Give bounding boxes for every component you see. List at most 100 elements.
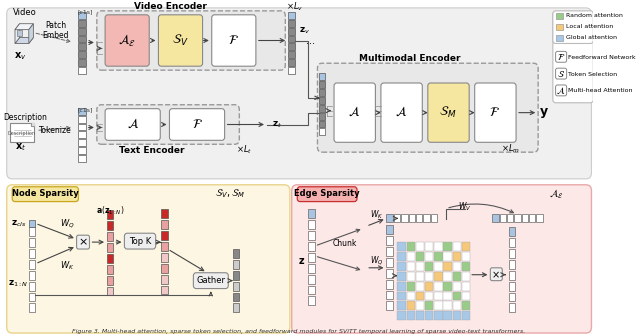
Text: $\times$: $\times$ [78, 237, 88, 247]
Bar [425, 282, 433, 290]
FancyBboxPatch shape [105, 109, 160, 140]
Bar [387, 236, 393, 245]
Bar [408, 214, 415, 222]
FancyBboxPatch shape [553, 11, 593, 44]
Bar [288, 20, 296, 27]
Bar [435, 252, 442, 261]
Bar [406, 242, 415, 251]
FancyBboxPatch shape [170, 109, 225, 140]
Bar [387, 302, 393, 310]
FancyBboxPatch shape [553, 12, 593, 103]
Bar [387, 280, 393, 288]
Text: $\mathcal{A}$: $\mathcal{A}$ [127, 118, 139, 131]
Bar [308, 286, 315, 294]
Bar [107, 286, 113, 295]
Bar [233, 249, 239, 258]
Bar [233, 292, 239, 302]
Bar [462, 282, 470, 290]
Bar [452, 272, 461, 281]
Bar [397, 252, 406, 261]
FancyBboxPatch shape [7, 185, 290, 333]
Bar [452, 311, 461, 320]
FancyBboxPatch shape [556, 51, 566, 62]
Text: $\times L_m$: $\times L_m$ [501, 143, 520, 155]
Bar [416, 262, 424, 271]
Bar [161, 209, 168, 218]
Bar [406, 302, 415, 310]
Bar [79, 28, 86, 35]
Bar [387, 258, 393, 267]
Text: $\mathbf{z}_t$: $\mathbf{z}_t$ [273, 119, 282, 130]
Bar [308, 253, 315, 262]
Bar [308, 296, 315, 306]
Text: Random attention: Random attention [566, 13, 623, 18]
Bar [308, 275, 315, 284]
Bar [29, 292, 35, 302]
Bar [319, 121, 325, 128]
Bar [500, 214, 506, 222]
Bar [107, 243, 113, 252]
Text: Node Sparsity: Node Sparsity [12, 189, 79, 198]
Bar [435, 291, 442, 300]
Bar [79, 155, 86, 162]
Bar [416, 242, 424, 251]
Bar [514, 214, 521, 222]
Bar [431, 214, 437, 222]
Bar [17, 29, 22, 36]
Bar [29, 238, 35, 247]
Bar [444, 242, 452, 251]
Bar [10, 123, 35, 142]
Bar [416, 302, 424, 310]
Text: $W_Q$: $W_Q$ [60, 217, 75, 230]
Bar [319, 128, 325, 135]
Bar [444, 272, 452, 281]
Text: Text Encoder: Text Encoder [119, 146, 185, 155]
Text: $\mathcal{S}_M$: $\mathcal{S}_M$ [439, 105, 457, 120]
Bar [161, 275, 168, 284]
FancyBboxPatch shape [159, 15, 202, 66]
Bar [416, 214, 422, 222]
Bar [161, 264, 168, 273]
Bar [522, 214, 528, 222]
Polygon shape [15, 24, 33, 29]
Bar [288, 51, 296, 58]
Bar [509, 292, 515, 302]
FancyBboxPatch shape [556, 85, 566, 96]
Text: $\mathbf{y}$: $\mathbf{y}$ [539, 106, 548, 120]
Bar [107, 232, 113, 241]
Bar [425, 311, 433, 320]
Bar [425, 252, 433, 261]
Bar [29, 304, 35, 312]
Text: $\mathcal{A}$: $\mathcal{A}$ [348, 106, 360, 119]
Text: Video: Video [13, 8, 37, 17]
Bar [397, 291, 406, 300]
Bar [161, 253, 168, 262]
Bar [556, 35, 563, 41]
Text: $W_K$: $W_K$ [60, 260, 75, 272]
Bar [107, 254, 113, 263]
Text: Patch
Embed: Patch Embed [42, 21, 68, 40]
Bar [425, 272, 433, 281]
Bar [233, 304, 239, 312]
Text: Feedforward Network: Feedforward Network [568, 55, 636, 60]
Text: $\mathcal{A}_\mathcal{E}$: $\mathcal{A}_\mathcal{E}$ [549, 187, 564, 201]
Bar [416, 291, 424, 300]
Bar [233, 282, 239, 290]
FancyBboxPatch shape [7, 8, 591, 179]
Bar [406, 282, 415, 290]
Bar [79, 59, 86, 66]
Text: Global attention: Global attention [566, 35, 617, 40]
Bar [79, 44, 86, 50]
Bar [29, 282, 35, 290]
FancyBboxPatch shape [292, 185, 591, 333]
Text: [c1s]: [c1s] [77, 9, 93, 14]
Bar [79, 116, 86, 123]
FancyBboxPatch shape [381, 83, 422, 142]
Bar [29, 220, 35, 227]
FancyBboxPatch shape [193, 273, 228, 288]
Bar [416, 252, 424, 261]
Bar [161, 231, 168, 240]
Text: $\times L_v$: $\times L_v$ [286, 1, 303, 13]
FancyBboxPatch shape [77, 235, 90, 249]
Bar [288, 44, 296, 50]
